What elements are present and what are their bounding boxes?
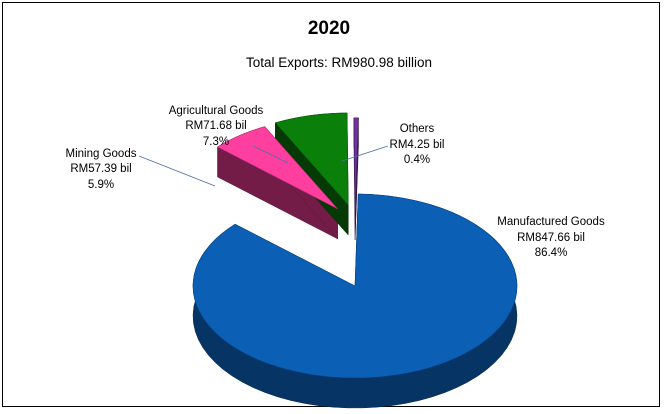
label-percent: 86.4% [535,247,568,259]
label-percent: 0.4% [404,154,430,166]
data-label-manufactured: Manufactured Goods RM847.66 bil 86.4% [497,216,605,259]
slice-manufactured [192,193,518,379]
label-name: Mining Goods [66,148,137,160]
data-label-others: Others RM4.25 bil 0.4% [390,123,445,166]
leader-line-others [341,145,389,162]
label-name: Manufactured Goods [497,216,605,228]
label-percent: 5.9% [88,179,114,191]
label-name: Agricultural Goods [169,105,264,117]
data-label-agricultural: Agricultural Goods RM71.68 bil 7.3% [169,105,264,148]
leader-line-mining [138,155,216,187]
slice-mining [216,126,338,210]
label-value: RM57.39 bil [70,163,131,175]
chart-title: 2020 [308,18,350,39]
label-value: RM847.66 bil [517,232,585,244]
label-percent: 7.3% [203,136,229,148]
pie-slices [192,112,518,409]
label-value: RM71.68 bil [185,120,246,132]
pie-chart: 2020 Total Exports: RM980.98 billion Agr… [66,18,605,409]
label-name: Others [400,123,435,135]
leader-line-agricultural [252,145,289,164]
chart-frame: 2020 Total Exports: RM980.98 billion Agr… [2,2,660,409]
data-label-mining: Mining Goods RM57.39 bil 5.9% [66,148,137,191]
chart-subtitle: Total Exports: RM980.98 billion [246,55,432,70]
slice-agricultural [274,112,349,206]
label-value: RM4.25 bil [390,139,445,151]
slice-others [353,117,359,210]
